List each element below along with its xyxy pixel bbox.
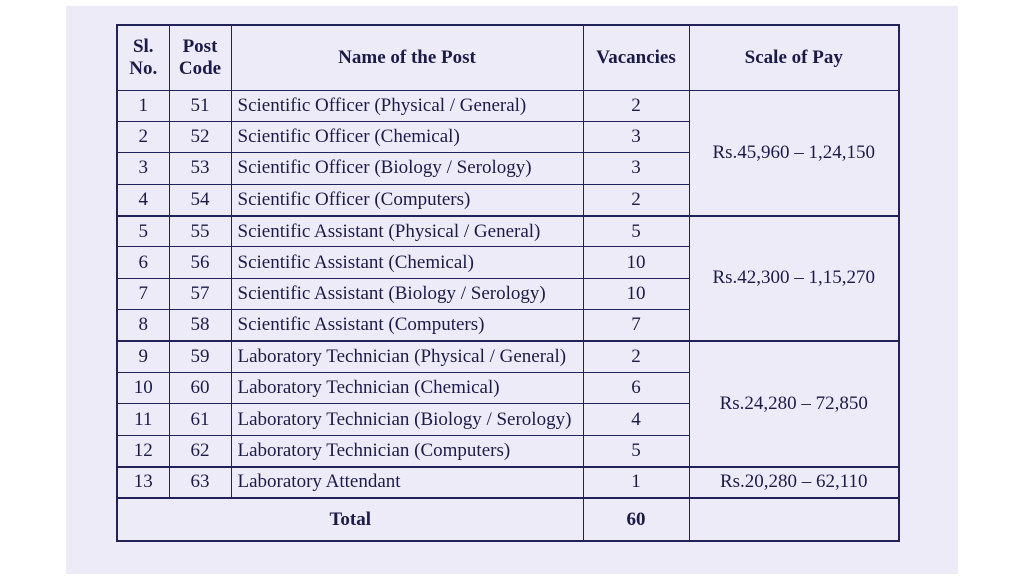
header-cell: Sl. No. [116, 24, 170, 91]
vacancies-cell: 2 [582, 89, 690, 122]
name-cell: Laboratory Technician (Chemical) [230, 372, 584, 405]
total-vacancies: 60 [582, 497, 690, 542]
vacancies-cell: 1 [582, 466, 690, 500]
sl-no-cell: 9 [116, 340, 170, 374]
name-cell: Laboratory Attendant [230, 466, 584, 500]
vacancies-cell: 2 [582, 183, 690, 217]
post-code-cell: 54 [168, 183, 232, 217]
sl-no-cell: 10 [116, 372, 170, 405]
name-cell: Laboratory Technician (Biology / Serolog… [230, 403, 584, 436]
table-row: 6 56 Scientific Assistant (Chemical) 10 [116, 246, 899, 279]
post-code-cell: 56 [168, 246, 232, 279]
table-row: 5 55 Scientific Assistant (Physical / Gene… [116, 215, 900, 343]
pay-scale-cell: Rs.42,300 – 1,15,270 [688, 215, 900, 343]
header-text: Name of the Post [338, 46, 476, 68]
table-row: 13 63 Laboratory Attendant 1 Rs.20,280 – 62,… [116, 466, 900, 500]
post-code-cell: 58 [168, 309, 232, 343]
post-code-cell: 63 [168, 466, 232, 500]
vacancies-cell: 2 [582, 340, 690, 374]
header-text: Code [178, 57, 222, 79]
vacancies-cell: 3 [582, 120, 690, 154]
vacancies-cell: 7 [582, 309, 690, 343]
header-row: Sl. No. Post Code Name of the Post Vacancies S… [116, 24, 900, 91]
sl-no-cell: 5 [116, 215, 170, 248]
table-body: 1 51 Scientific Officer (Physical / Genera… [116, 89, 900, 542]
post-code-cell: 52 [168, 120, 232, 154]
table-row: 11 61 Laboratory Technician (Biology / Ser… [116, 403, 899, 436]
table-row: 4 54 Scientific Officer (Computers) 2 [116, 183, 899, 217]
sl-no-cell: 12 [116, 434, 170, 468]
sl-no-cell: 4 [116, 183, 170, 217]
vacancy-table: Sl. No. Post Code Name of the Post Vacancies S… [116, 24, 900, 543]
total-label: Total [116, 497, 584, 542]
post-code-cell: 60 [168, 372, 232, 405]
sl-no-cell: 2 [116, 120, 170, 154]
vacancies-cell: 5 [582, 215, 690, 248]
pay-scale-cell: Rs.24,280 – 72,850 [688, 340, 900, 468]
name-cell: Scientific Assistant (Physical / General… [230, 215, 584, 248]
total-row: Total 60 [116, 497, 900, 542]
total-pay-empty [688, 497, 900, 542]
name-cell: Scientific Officer (Physical / General) [230, 89, 584, 122]
header-cell: Name of the Post [230, 24, 584, 91]
header-text: Vacancies [596, 46, 676, 68]
post-code-cell: 61 [168, 403, 232, 436]
post-code-cell: 53 [168, 152, 232, 185]
header-cell: Scale of Pay [688, 24, 900, 91]
vacancies-cell: 10 [582, 246, 690, 279]
name-cell: Laboratory Technician (Physical / Genera… [230, 340, 584, 374]
vacancies-cell: 5 [582, 434, 690, 468]
vacancies-cell: 6 [582, 372, 690, 405]
name-cell: Scientific Officer (Biology / Serology) [230, 152, 584, 185]
table-row: 1 51 Scientific Officer (Physical / Genera… [116, 89, 900, 217]
post-code-cell: 51 [168, 89, 232, 122]
header-text: Sl. [132, 35, 154, 57]
header-cell: Post Code [168, 24, 232, 91]
name-cell: Scientific Assistant (Computers) [230, 309, 584, 343]
header-text: Post [182, 35, 218, 57]
name-cell: Scientific Officer (Chemical) [230, 120, 584, 154]
vacancies-cell: 3 [582, 152, 690, 185]
header-text: Scale of Pay [744, 46, 843, 68]
name-cell: Laboratory Technician (Computers) [230, 434, 584, 468]
header-cell: Vacancies [582, 24, 690, 91]
table-row: 12 62 Laboratory Technician (Computers) 5 [116, 434, 899, 468]
post-code-cell: 57 [168, 277, 232, 311]
sl-no-cell: 6 [116, 246, 170, 279]
sl-no-cell: 8 [116, 309, 170, 343]
vacancies-cell: 10 [582, 277, 690, 311]
sl-no-cell: 7 [116, 277, 170, 311]
post-code-cell: 59 [168, 340, 232, 374]
vacancies-cell: 4 [582, 403, 690, 436]
sl-no-cell: 13 [116, 466, 170, 500]
header-text: No. [129, 57, 158, 79]
pay-scale-cell: Rs.45,960 – 1,24,150 [688, 89, 900, 217]
table-row: 9 59 Laboratory Technician (Physical / Gen… [116, 340, 900, 468]
pay-scale-cell: Rs.20,280 – 62,110 [688, 466, 900, 500]
sl-no-cell: 1 [116, 89, 170, 122]
sl-no-cell: 3 [116, 152, 170, 185]
post-code-cell: 62 [168, 434, 232, 468]
table-row: 8 58 Scientific Assistant (Computers) 7 [116, 309, 899, 343]
name-cell: Scientific Assistant (Biology / Serology… [230, 277, 584, 311]
post-code-cell: 55 [168, 215, 232, 248]
panel: Sl. No. Post Code Name of the Post Vacancies S… [66, 6, 958, 574]
name-cell: Scientific Assistant (Chemical) [230, 246, 584, 279]
sl-no-cell: 11 [116, 403, 170, 436]
name-cell: Scientific Officer (Computers) [230, 183, 584, 217]
